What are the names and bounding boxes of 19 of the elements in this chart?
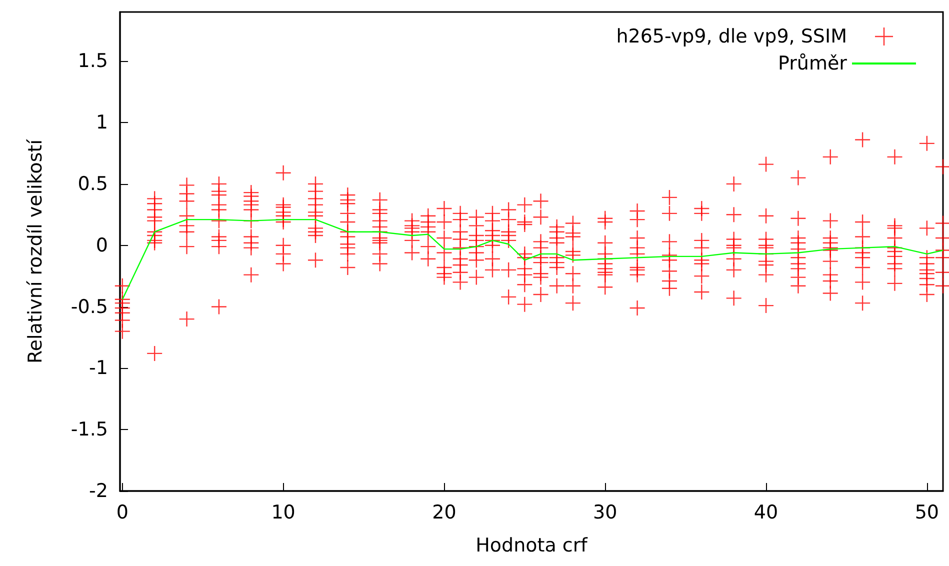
x-tick-label: 20 bbox=[432, 502, 456, 524]
y-tick-label: 1 bbox=[96, 112, 108, 134]
y-tick-label: 1.5 bbox=[78, 50, 108, 72]
y-tick-label: -2 bbox=[89, 480, 108, 502]
legend-label: h265-vp9, dle vp9, SSIM bbox=[616, 26, 847, 48]
x-tick-label: 0 bbox=[116, 502, 128, 524]
x-tick-label: 10 bbox=[271, 502, 296, 524]
x-tick-label: 30 bbox=[593, 502, 618, 524]
y-tick-label: 0 bbox=[96, 234, 108, 256]
x-axis-title: Hodnota crf bbox=[476, 534, 589, 556]
y-tick-label: -0.5 bbox=[70, 296, 108, 318]
y-tick-label: 0.5 bbox=[78, 172, 108, 195]
x-tick-label: 40 bbox=[754, 502, 778, 524]
x-tick-label: 50 bbox=[914, 502, 940, 524]
y-tick-label: -1 bbox=[89, 357, 108, 380]
legend-label: Průměr bbox=[778, 52, 848, 74]
y-tick-label: -1.5 bbox=[70, 418, 108, 441]
line-series bbox=[122, 218, 944, 300]
y-axis-title: Relativní rozdíl velikostí bbox=[24, 138, 46, 364]
